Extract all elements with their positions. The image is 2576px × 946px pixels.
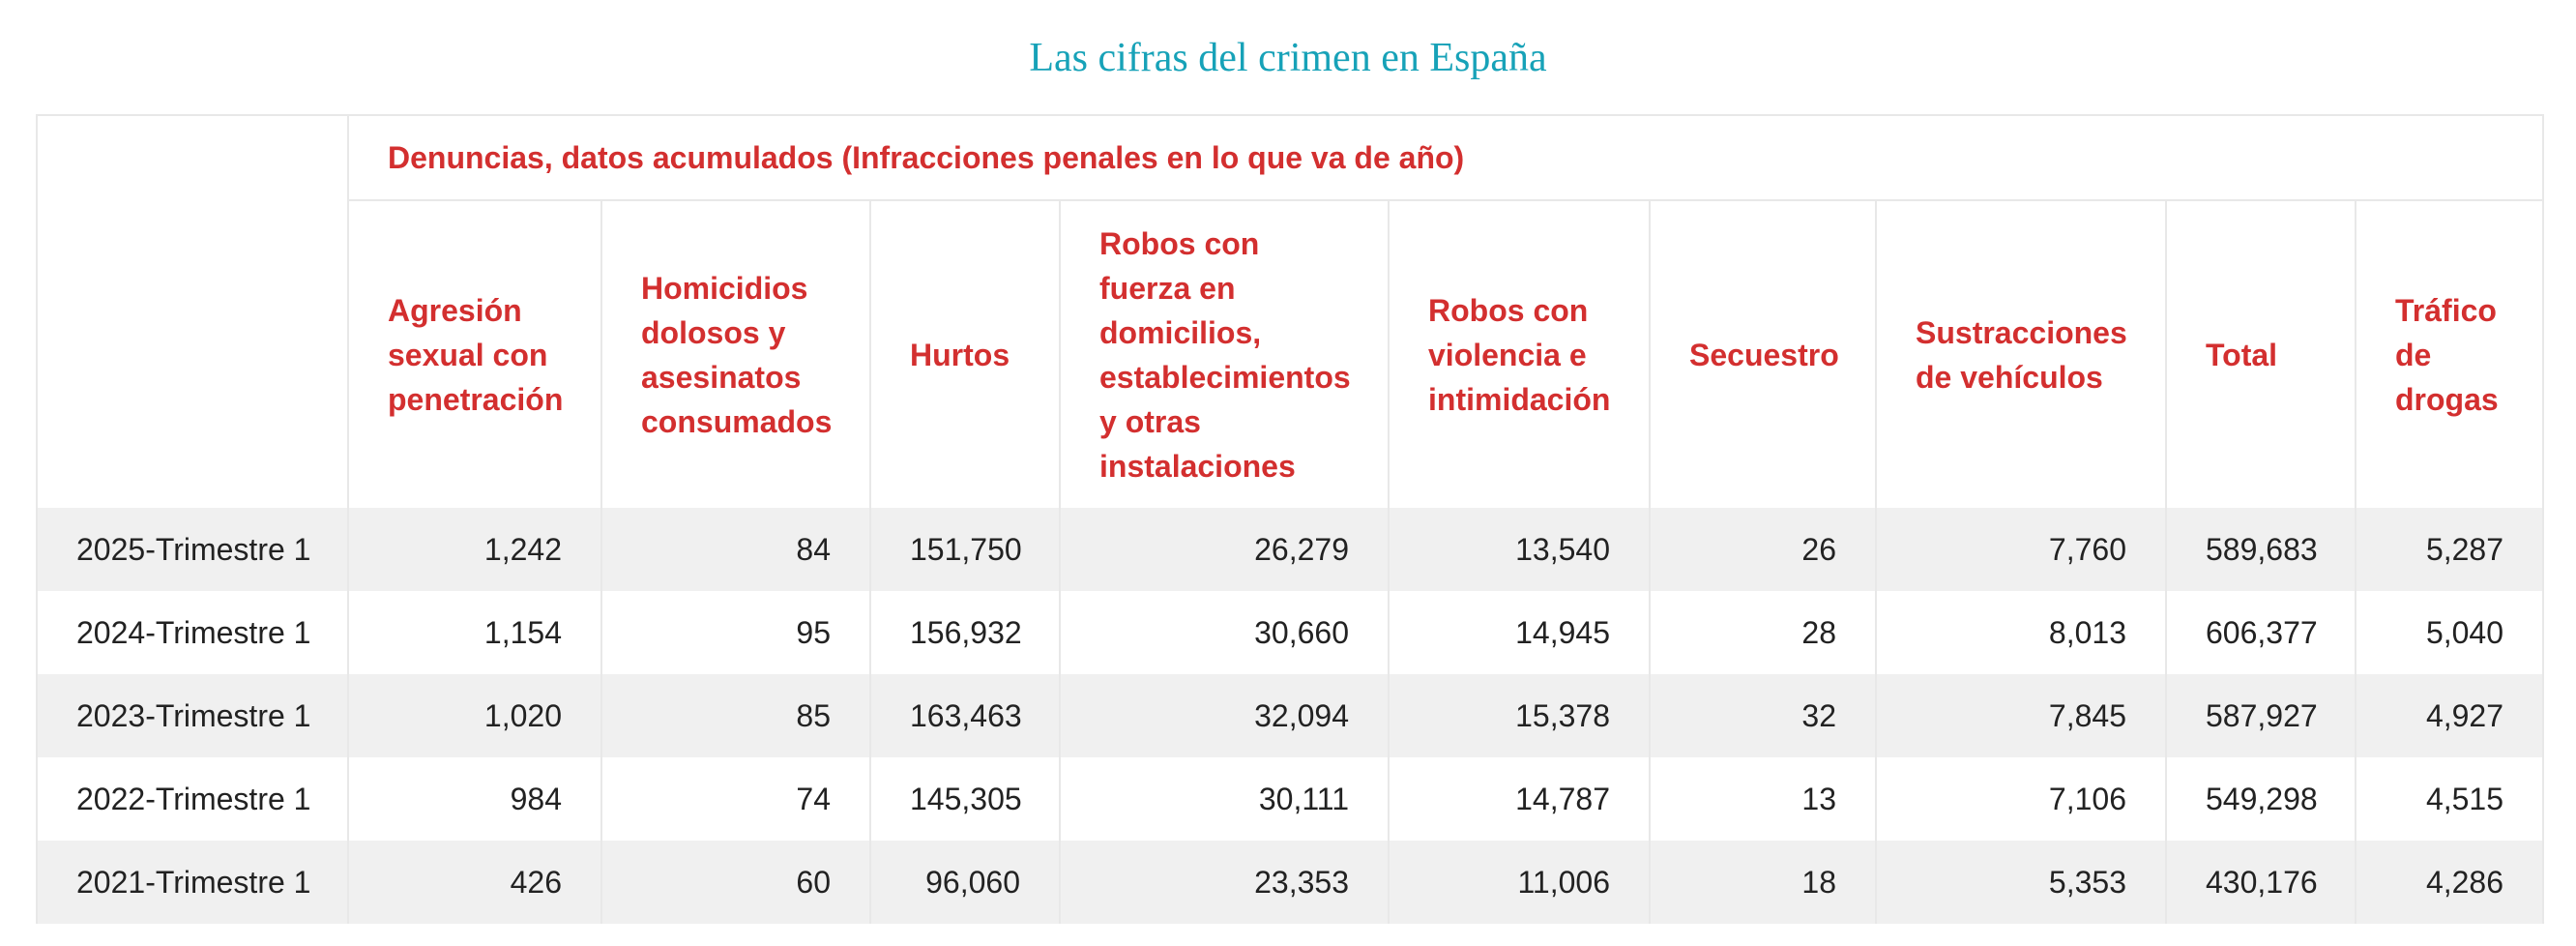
value-cell: 74	[601, 757, 871, 841]
table-row: 2022-Trimestre 1 984 74 145,305 30,111 1…	[36, 757, 2545, 841]
column-header: Secuestro	[1650, 200, 1877, 508]
value-cell: 606,377	[2166, 591, 2356, 674]
value-cell: 549,298	[2166, 757, 2356, 841]
column-header: Total	[2166, 200, 2356, 508]
column-header: Sustracciones de vehículos	[1876, 200, 2167, 508]
column-header: Homicidios dolosos y asesinatos consumad…	[601, 200, 871, 508]
corner-cell-lower	[36, 200, 349, 508]
value-cell: 28	[1650, 591, 1877, 674]
group-header: Denuncias, datos acumulados (Infraccione…	[348, 114, 2545, 201]
value-cell: 156,932	[870, 591, 1061, 674]
value-cell: 26,279	[1060, 508, 1390, 591]
column-header: Robos con fuerza en domicilios, establec…	[1060, 200, 1390, 508]
value-cell: 7,760	[1876, 508, 2167, 591]
value-cell: 32	[1650, 674, 1877, 757]
value-cell: 32,094	[1060, 674, 1390, 757]
value-cell: 4,515	[2356, 757, 2545, 841]
corner-cell	[36, 114, 349, 200]
value-cell: 589,683	[2166, 508, 2356, 591]
crime-table-container: Denuncias, datos acumulados (Infraccione…	[36, 114, 2545, 924]
page-title: Las cifras del crimen en España	[1029, 36, 1547, 80]
period-cell: 2021-Trimestre 1	[36, 841, 349, 924]
table-row: 2025-Trimestre 1 1,242 84 151,750 26,279…	[36, 508, 2545, 591]
value-cell: 15,378	[1389, 674, 1651, 757]
value-cell: 5,353	[1876, 841, 2167, 924]
value-cell: 11,006	[1389, 841, 1651, 924]
period-cell: 2025-Trimestre 1	[36, 508, 349, 591]
value-cell: 14,787	[1389, 757, 1651, 841]
value-cell: 1,154	[348, 591, 602, 674]
value-cell: 85	[601, 674, 871, 757]
value-cell: 7,845	[1876, 674, 2167, 757]
period-cell: 2023-Trimestre 1	[36, 674, 349, 757]
column-header: Agresión sexual con penetración	[348, 200, 602, 508]
value-cell: 13	[1650, 757, 1877, 841]
value-cell: 5,287	[2356, 508, 2545, 591]
value-cell: 23,353	[1060, 841, 1390, 924]
value-cell: 60	[601, 841, 871, 924]
value-cell: 8,013	[1876, 591, 2167, 674]
value-cell: 84	[601, 508, 871, 591]
column-header-row: Agresión sexual con penetración Homicidi…	[36, 200, 2545, 508]
value-cell: 95	[601, 591, 871, 674]
value-cell: 4,927	[2356, 674, 2545, 757]
value-cell: 430,176	[2166, 841, 2356, 924]
value-cell: 26	[1650, 508, 1877, 591]
value-cell: 7,106	[1876, 757, 2167, 841]
column-header: Tráfico de drogas	[2356, 200, 2545, 508]
value-cell: 163,463	[870, 674, 1061, 757]
value-cell: 984	[348, 757, 602, 841]
value-cell: 30,111	[1060, 757, 1390, 841]
value-cell: 426	[348, 841, 602, 924]
column-header: Robos con violencia e intimidación	[1389, 200, 1651, 508]
group-header-row: Denuncias, datos acumulados (Infraccione…	[36, 114, 2545, 201]
value-cell: 4,286	[2356, 841, 2545, 924]
value-cell: 1,020	[348, 674, 602, 757]
value-cell: 145,305	[870, 757, 1061, 841]
value-cell: 587,927	[2166, 674, 2356, 757]
value-cell: 151,750	[870, 508, 1061, 591]
value-cell: 13,540	[1389, 508, 1651, 591]
value-cell: 96,060	[870, 841, 1061, 924]
period-cell: 2022-Trimestre 1	[36, 757, 349, 841]
table-row: 2023-Trimestre 1 1,020 85 163,463 32,094…	[36, 674, 2545, 757]
crime-stats-table: Denuncias, datos acumulados (Infraccione…	[36, 114, 2545, 924]
period-cell: 2024-Trimestre 1	[36, 591, 349, 674]
value-cell: 1,242	[348, 508, 602, 591]
value-cell: 18	[1650, 841, 1877, 924]
table-row: 2024-Trimestre 1 1,154 95 156,932 30,660…	[36, 591, 2545, 674]
value-cell: 30,660	[1060, 591, 1390, 674]
value-cell: 5,040	[2356, 591, 2545, 674]
column-header: Hurtos	[870, 200, 1061, 508]
table-row: 2021-Trimestre 1 426 60 96,060 23,353 11…	[36, 841, 2545, 924]
value-cell: 14,945	[1389, 591, 1651, 674]
